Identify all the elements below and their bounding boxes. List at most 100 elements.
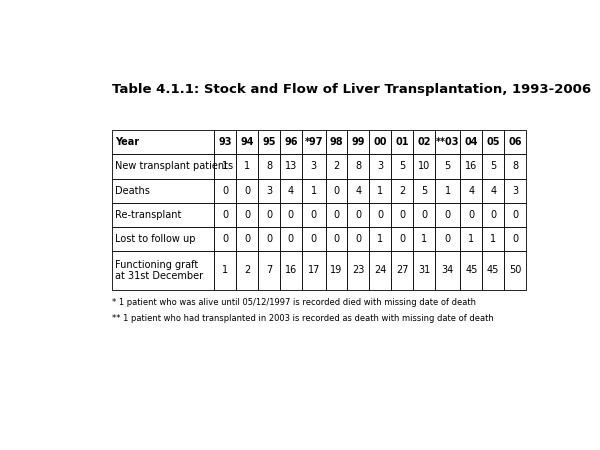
Text: 3: 3: [311, 162, 317, 171]
Text: 1: 1: [377, 234, 383, 244]
Text: 1: 1: [244, 162, 250, 171]
Text: 0: 0: [244, 234, 250, 244]
Text: 1: 1: [222, 266, 228, 275]
Bar: [302, 154, 326, 179]
Bar: [369, 130, 391, 154]
Text: 3: 3: [377, 162, 383, 171]
Bar: [413, 202, 435, 227]
Text: 5: 5: [445, 162, 451, 171]
Text: 0: 0: [311, 234, 317, 244]
Bar: [112, 130, 214, 154]
Bar: [326, 202, 347, 227]
Text: 0: 0: [222, 234, 228, 244]
Text: 0: 0: [288, 210, 294, 220]
Text: 0: 0: [334, 210, 340, 220]
Bar: [326, 130, 347, 154]
Text: 02: 02: [417, 137, 431, 147]
Text: Table 4.1.1: Stock and Flow of Liver Transplantation, 1993-2006: Table 4.1.1: Stock and Flow of Liver Tra…: [112, 83, 592, 95]
Text: 0: 0: [512, 210, 518, 220]
Text: 94: 94: [241, 137, 254, 147]
Text: 24: 24: [374, 266, 386, 275]
Text: * 1 patient who was alive until 05/12/1997 is recorded died with missing date of: * 1 patient who was alive until 05/12/19…: [112, 298, 476, 307]
Bar: [214, 251, 236, 290]
Bar: [369, 179, 391, 202]
Text: 13: 13: [285, 162, 297, 171]
Bar: [326, 227, 347, 251]
Text: 23: 23: [352, 266, 365, 275]
Bar: [391, 130, 413, 154]
Text: 0: 0: [222, 185, 228, 196]
Text: 5: 5: [490, 162, 496, 171]
Bar: [236, 154, 258, 179]
Bar: [482, 179, 504, 202]
Text: 0: 0: [468, 210, 475, 220]
Bar: [435, 179, 460, 202]
Bar: [413, 154, 435, 179]
Text: 0: 0: [266, 234, 272, 244]
Bar: [280, 154, 302, 179]
Text: 99: 99: [352, 137, 365, 147]
Bar: [460, 227, 482, 251]
Text: 7: 7: [266, 266, 272, 275]
Text: 2: 2: [399, 185, 405, 196]
Bar: [280, 251, 302, 290]
Bar: [347, 179, 369, 202]
Text: 0: 0: [512, 234, 518, 244]
Text: 10: 10: [418, 162, 430, 171]
Text: 16: 16: [285, 266, 297, 275]
Text: 2: 2: [244, 266, 250, 275]
Bar: [112, 227, 214, 251]
Bar: [435, 202, 460, 227]
Bar: [258, 202, 280, 227]
Text: 3: 3: [266, 185, 272, 196]
Text: 01: 01: [395, 137, 409, 147]
Bar: [504, 179, 526, 202]
Text: ** 1 patient who had transplanted in 2003 is recorded as death with missing date: ** 1 patient who had transplanted in 200…: [112, 314, 494, 323]
Bar: [214, 227, 236, 251]
Text: 2: 2: [334, 162, 340, 171]
Text: New transplant patients: New transplant patients: [115, 162, 233, 171]
Text: 17: 17: [307, 266, 320, 275]
Text: 19: 19: [331, 266, 343, 275]
Text: 0: 0: [311, 210, 317, 220]
Bar: [112, 251, 214, 290]
Text: 96: 96: [284, 137, 298, 147]
Bar: [214, 179, 236, 202]
Bar: [302, 251, 326, 290]
Bar: [347, 227, 369, 251]
Bar: [302, 130, 326, 154]
Text: *97: *97: [304, 137, 323, 147]
Text: 04: 04: [464, 137, 478, 147]
Bar: [369, 154, 391, 179]
Text: 1: 1: [468, 234, 475, 244]
Bar: [326, 154, 347, 179]
Text: 0: 0: [377, 210, 383, 220]
Text: 0: 0: [355, 210, 361, 220]
Bar: [258, 227, 280, 251]
Bar: [391, 154, 413, 179]
Bar: [435, 227, 460, 251]
Bar: [369, 202, 391, 227]
Bar: [258, 130, 280, 154]
Text: 34: 34: [442, 266, 454, 275]
Bar: [214, 202, 236, 227]
Text: 0: 0: [399, 234, 405, 244]
Text: 8: 8: [512, 162, 518, 171]
Bar: [214, 154, 236, 179]
Text: 4: 4: [288, 185, 294, 196]
Text: 1: 1: [421, 234, 427, 244]
Text: 1: 1: [311, 185, 317, 196]
Text: 00: 00: [373, 137, 387, 147]
Bar: [302, 202, 326, 227]
Bar: [302, 227, 326, 251]
Text: Lost to follow up: Lost to follow up: [115, 234, 196, 244]
Text: 45: 45: [487, 266, 499, 275]
Bar: [326, 251, 347, 290]
Bar: [347, 154, 369, 179]
Bar: [347, 130, 369, 154]
Bar: [236, 130, 258, 154]
Bar: [302, 179, 326, 202]
Text: 0: 0: [399, 210, 405, 220]
Text: 06: 06: [508, 137, 522, 147]
Text: 0: 0: [244, 210, 250, 220]
